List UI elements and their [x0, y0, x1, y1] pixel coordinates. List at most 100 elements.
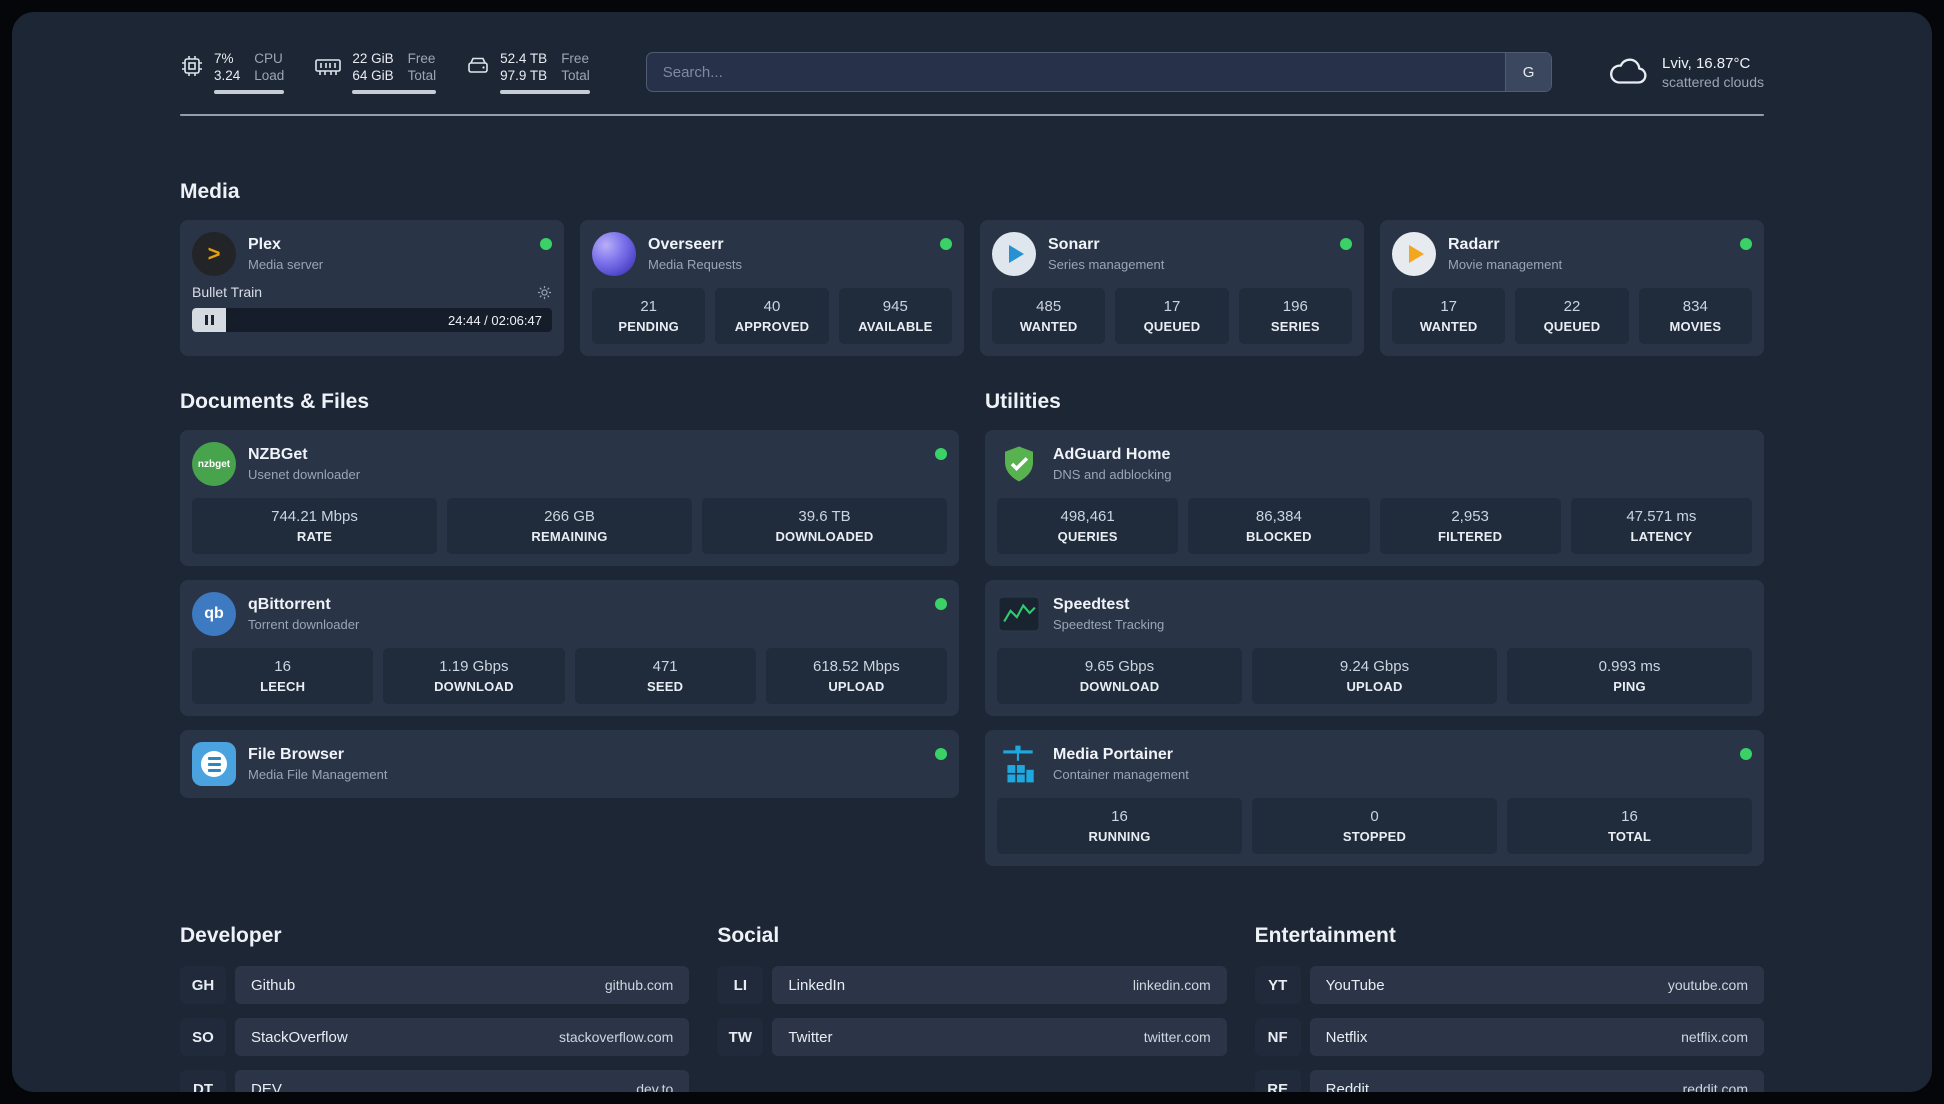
stat-tile: 16 RUNNING: [997, 798, 1242, 854]
now-playing-title: Bullet Train: [192, 284, 263, 300]
radarr-card[interactable]: Radarr Movie management 17 WANTED 22 QUE…: [1380, 220, 1764, 356]
section-title-media: Media: [180, 180, 240, 203]
bookmark-abbr: YT: [1254, 966, 1301, 1004]
filebrowser-title: File Browser: [248, 746, 345, 763]
memory-widget: 22 GiB 64 GiB Free Total: [314, 50, 437, 94]
bookmark-youtube[interactable]: YT YouTube youtube.com: [1254, 966, 1764, 1004]
cloud-icon: [1610, 58, 1647, 84]
qbittorrent-title: qBittorrent: [248, 596, 331, 613]
portainer-status-dot: [1740, 748, 1752, 760]
stat-tile: 9.65 Gbps DOWNLOAD: [997, 648, 1242, 704]
stat-tile: 1.19 Gbps DOWNLOAD: [383, 648, 565, 704]
stat-tile: 22 QUEUED: [1515, 288, 1629, 344]
disk-free-label: Free: [561, 51, 589, 66]
stat-tile: 471 SEED: [574, 648, 756, 704]
plex-now-playing: Bullet Train 24:44 / 02:06:47: [192, 284, 552, 332]
bookmark-url: reddit.com: [1682, 1081, 1748, 1092]
plex-title: Plex: [248, 236, 281, 253]
overseerr-icon: [592, 232, 636, 276]
adguard-card[interactable]: AdGuard Home DNS and adblocking 498,461 …: [985, 430, 1764, 566]
plex-status-dot: [540, 238, 552, 250]
portainer-card[interactable]: Media Portainer Container management 16 …: [985, 730, 1764, 866]
bookmark-abbr: DT: [180, 1070, 226, 1092]
nzbget-title: NZBGet: [248, 446, 308, 463]
bookmark-twitter[interactable]: TW Twitter twitter.com: [717, 1018, 1227, 1056]
stat-tile: 0.993 ms PING: [1507, 648, 1752, 704]
section-title-social: Social: [717, 924, 780, 947]
weather-widget: Lviv, 16.87°C scattered clouds: [1608, 55, 1764, 90]
filebrowser-card[interactable]: File Browser Media File Management: [180, 730, 959, 798]
speedtest-graph-icon: [997, 592, 1041, 636]
bookmark-reddit[interactable]: RE Reddit reddit.com: [1254, 1070, 1764, 1092]
overseerr-card[interactable]: Overseerr Media Requests 21 PENDING 40 A…: [580, 220, 964, 356]
stat-tile: 196 SERIES: [1238, 288, 1352, 344]
stat-tile: 9.24 Gbps UPLOAD: [1252, 648, 1497, 704]
search-engine-button[interactable]: G: [1505, 53, 1552, 91]
section-entertainment: Entertainment YT YouTube youtube.com NF …: [1254, 924, 1764, 1092]
radarr-status-dot: [1740, 238, 1752, 250]
qbittorrent-status-dot: [935, 598, 947, 610]
stat-tile: 39.6 TB DOWNLOADED: [702, 498, 947, 554]
bookmark-url: linkedin.com: [1132, 977, 1211, 993]
overseerr-title: Overseerr: [648, 236, 724, 253]
qbittorrent-subtitle: Torrent downloader: [248, 617, 360, 632]
qbittorrent-icon: qb: [192, 592, 236, 636]
disk-icon: [468, 57, 488, 73]
nzbget-subtitle: Usenet downloader: [248, 467, 361, 482]
pause-button[interactable]: [192, 308, 226, 332]
player-time: 24:44 / 02:06:47: [448, 312, 542, 328]
disk-usage-bar: [500, 90, 590, 94]
cpu-load-value: 3.24: [214, 68, 241, 83]
bookmark-abbr: NF: [1254, 1018, 1301, 1056]
speedtest-title: Speedtest: [1053, 596, 1130, 613]
section-title-entertainment: Entertainment: [1254, 924, 1396, 947]
disk-total-label: Total: [561, 68, 590, 83]
bookmark-abbr: TW: [717, 1018, 764, 1056]
memory-icon: [315, 59, 342, 75]
bookmark-name: YouTube: [1325, 976, 1385, 994]
bookmark-name: StackOverflow: [251, 1028, 348, 1046]
nzbget-icon: nzbget: [192, 442, 236, 486]
stat-tile: 16 TOTAL: [1507, 798, 1752, 854]
topbar: 7% 3.24 CPU Load 22 GiB: [180, 50, 1764, 94]
bookmark-url: twitter.com: [1143, 1029, 1211, 1045]
memory-usage-bar: [352, 90, 437, 94]
bookmark-linkedin[interactable]: LI LinkedIn linkedin.com: [717, 966, 1227, 1004]
radarr-icon: [1392, 232, 1436, 276]
section-developer: Developer GH Github github.com SO StackO…: [180, 924, 690, 1093]
bookmark-name: DEV: [251, 1080, 282, 1093]
memory-total-label: Total: [407, 68, 437, 83]
stat-tile: 744.21 Mbps RATE: [192, 498, 437, 554]
weather-condition: scattered clouds: [1662, 73, 1764, 90]
nzbget-card[interactable]: nzbget NZBGet Usenet downloader 744.21 M…: [180, 430, 959, 566]
sonarr-title: Sonarr: [1048, 236, 1100, 253]
bookmark-abbr: GH: [180, 966, 226, 1004]
bookmark-abbr: SO: [180, 1018, 226, 1056]
overseerr-subtitle: Media Requests: [648, 257, 742, 272]
bookmark-dev[interactable]: DT DEV dev.to: [180, 1070, 690, 1093]
bookmark-abbr: RE: [1254, 1070, 1301, 1092]
stat-tile: 17 QUEUED: [1115, 288, 1229, 344]
section-social: Social LI LinkedIn linkedin.com TW Twitt…: [717, 924, 1227, 1092]
sonarr-subtitle: Series management: [1048, 257, 1165, 272]
player-progress-bar[interactable]: 24:44 / 02:06:47: [192, 308, 552, 332]
cpu-percent: 7%: [214, 51, 234, 66]
sonarr-card[interactable]: Sonarr Series management 485 WANTED 17 Q…: [980, 220, 1364, 356]
memory-free-label: Free: [407, 51, 436, 66]
plex-card[interactable]: > Plex Media server Bullet Train: [180, 220, 564, 356]
search-input[interactable]: [646, 53, 1506, 91]
stat-tile: 834 MOVIES: [1638, 288, 1752, 344]
nzbget-status-dot: [935, 448, 947, 460]
stat-tile: 16 LEECH: [192, 648, 374, 704]
bookmark-github[interactable]: GH Github github.com: [180, 966, 690, 1004]
section-title-documents: Documents & Files: [180, 390, 370, 413]
adguard-title: AdGuard Home: [1053, 446, 1171, 463]
player-settings-gear-icon[interactable]: [537, 285, 552, 300]
bookmark-stackoverflow[interactable]: SO StackOverflow stackoverflow.com: [180, 1018, 690, 1056]
speedtest-card[interactable]: Speedtest Speedtest Tracking 9.65 Gbps D…: [985, 580, 1764, 716]
bookmark-name: Github: [251, 976, 296, 994]
plex-chevron-glyph: >: [207, 241, 221, 266]
qbittorrent-card[interactable]: qb qBittorrent Torrent downloader 16 LEE…: [180, 580, 959, 716]
filebrowser-icon: [192, 742, 236, 786]
bookmark-netflix[interactable]: NF Netflix netflix.com: [1254, 1018, 1764, 1056]
